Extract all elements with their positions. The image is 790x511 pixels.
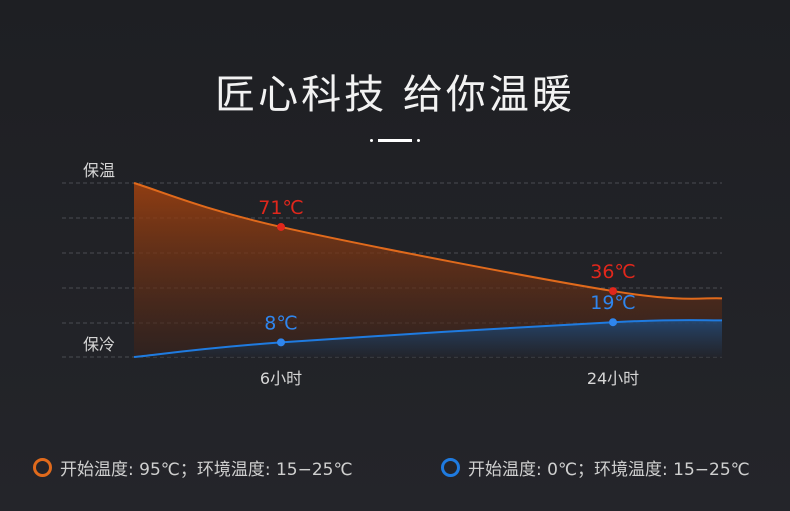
title-divider — [370, 138, 420, 144]
cold-data-point — [609, 318, 617, 327]
x-tick-label: 24小时 — [587, 369, 639, 388]
orange-ring-icon — [33, 458, 52, 477]
legend-cold: 开始温度: 0℃；环境温度: 15−25℃ — [441, 455, 750, 480]
hot-data-label: 71℃ — [258, 197, 304, 219]
legend-hot: 开始温度: 95℃；环境温度: 15−25℃ — [33, 455, 353, 480]
x-tick-label: 6小时 — [260, 369, 302, 388]
blue-ring-icon — [441, 458, 460, 477]
cold-data-label: 19℃ — [590, 292, 636, 314]
cold-data-label: 8℃ — [264, 312, 297, 334]
hot-data-point — [609, 287, 617, 296]
hot-series-area — [134, 183, 722, 357]
cold-series-area — [134, 320, 722, 357]
y-category-label: 保冷 — [83, 335, 115, 354]
hot-series-line — [133, 182, 723, 300]
divider-bar — [378, 139, 412, 142]
cold-series-line — [133, 319, 723, 358]
legend-hot-text: 开始温度: 95℃；环境温度: 15−25℃ — [60, 460, 353, 480]
page-title: 匠心科技 给你温暖 — [215, 72, 575, 118]
cold-data-point — [277, 338, 285, 347]
hot-data-point — [277, 222, 285, 231]
y-category-label: 保温 — [83, 161, 115, 180]
divider-dot-right — [417, 139, 420, 142]
divider-dot-left — [370, 139, 373, 142]
hot-data-label: 36℃ — [590, 261, 636, 283]
legend-cold-text: 开始温度: 0℃；环境温度: 15−25℃ — [468, 460, 750, 480]
